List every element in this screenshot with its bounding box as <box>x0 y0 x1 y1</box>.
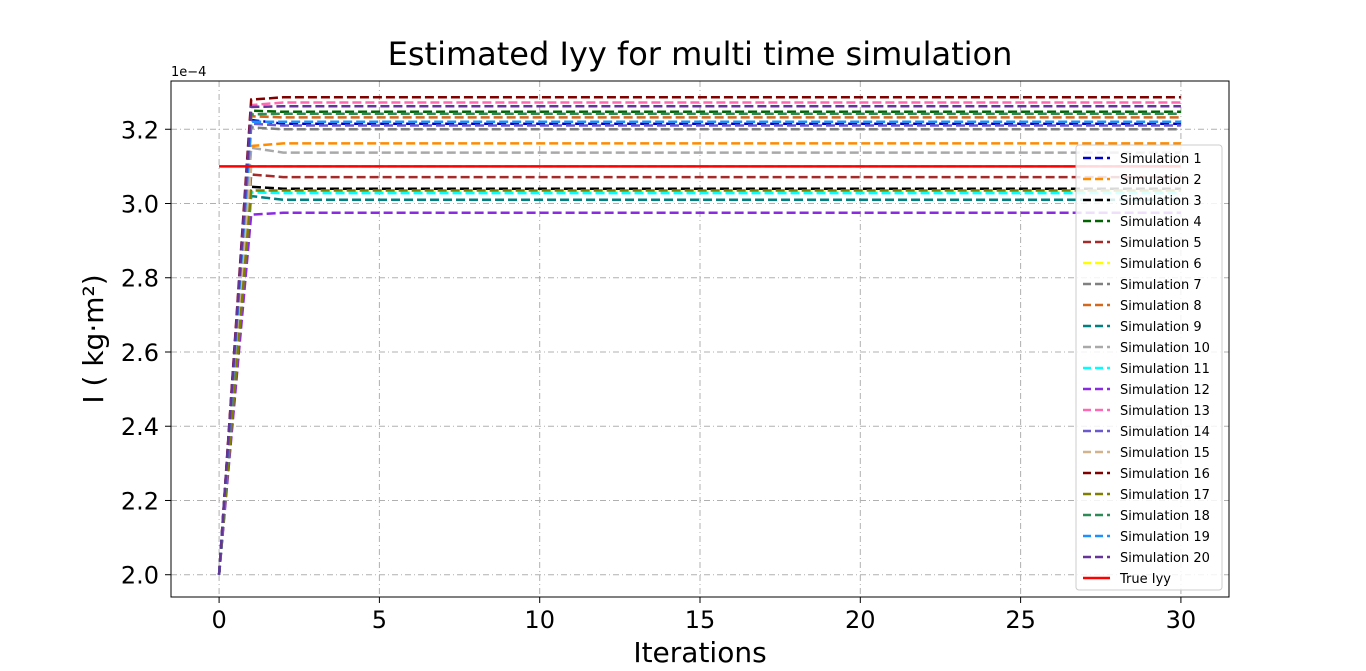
series-layer <box>217 96 1181 575</box>
y-tick-label: 2.0 <box>121 562 159 590</box>
y-tick-label: 2.2 <box>121 487 159 515</box>
legend-label: Simulation 7 <box>1120 278 1202 293</box>
y-axis-label: I ( kg·m²) <box>77 274 110 403</box>
series-line-simulation-14 <box>217 122 1181 575</box>
series-line-simulation-20 <box>217 104 1181 575</box>
legend: Simulation 1 Simulation 2 Simulation 3 Simu… <box>1075 144 1223 591</box>
x-tick-label: 25 <box>1005 606 1036 634</box>
series-line-simulation-10 <box>217 146 1181 575</box>
series-line-simulation-16 <box>217 96 1181 575</box>
series-line-simulation-13 <box>217 101 1181 575</box>
legend-label: Simulation 18 <box>1120 509 1210 524</box>
legend-label: Simulation 14 <box>1120 425 1210 440</box>
legend-label: Simulation 16 <box>1120 467 1210 482</box>
x-axis-label: Iterations <box>633 636 766 669</box>
legend-label: Simulation 19 <box>1120 530 1210 545</box>
series-line-simulation-9 <box>217 194 1181 575</box>
legend-label: Simulation 5 <box>1120 236 1202 251</box>
series-line-simulation-11 <box>217 191 1181 575</box>
series-line-simulation-4 <box>217 109 1181 575</box>
x-tick-label: 15 <box>685 606 716 634</box>
series-line-simulation-17 <box>217 189 1181 575</box>
y-tick-label: 3.0 <box>121 191 159 219</box>
legend-label: Simulation 2 <box>1120 173 1202 188</box>
legend-label: Simulation 20 <box>1120 551 1210 566</box>
x-tick-label: 10 <box>524 606 555 634</box>
legend-label: True Iyy <box>1119 572 1171 587</box>
y-offset-label: 1e−4 <box>171 65 206 80</box>
legend-label: Simulation 6 <box>1120 257 1202 272</box>
series-line-simulation-1 <box>217 118 1181 575</box>
y-tick-label: 2.8 <box>121 265 159 293</box>
x-tick-label: 5 <box>372 606 387 634</box>
series-line-simulation-19 <box>217 120 1181 575</box>
chart-title: Estimated Iyy for multi time simulation <box>388 35 1013 73</box>
x-tick-label: 30 <box>1166 606 1197 634</box>
x-tick-label: 20 <box>845 606 876 634</box>
legend-label: Simulation 11 <box>1120 362 1210 377</box>
legend-label: Simulation 9 <box>1120 320 1202 335</box>
series-line-simulation-7 <box>217 126 1181 575</box>
y-tick-label: 3.2 <box>121 116 159 144</box>
series-line-simulation-5 <box>217 173 1181 575</box>
series-line-simulation-3 <box>217 185 1181 575</box>
tick-layer: 0 5 10 15 20 25 30 2.0 2.2 2.4 2.6 2.8 3.0 3.2 <box>121 116 1196 634</box>
series-line-simulation-18 <box>217 112 1181 575</box>
series-line-simulation-2 <box>217 142 1181 575</box>
y-tick-label: 2.4 <box>121 413 159 441</box>
y-tick-label: 2.6 <box>121 339 159 367</box>
legend-box <box>1075 144 1223 591</box>
x-tick-label: 0 <box>211 606 226 634</box>
legend-label: Simulation 1 <box>1120 152 1202 167</box>
legend-label: Simulation 15 <box>1120 446 1210 461</box>
legend-label: Simulation 12 <box>1120 383 1210 398</box>
series-line-simulation-8 <box>217 115 1181 575</box>
legend-label: Simulation 4 <box>1120 215 1202 230</box>
series-line-simulation-12 <box>217 211 1181 575</box>
legend-label: Simulation 13 <box>1120 404 1210 419</box>
legend-label: Simulation 10 <box>1120 341 1210 356</box>
legend-label: Simulation 17 <box>1120 488 1210 503</box>
legend-label: Simulation 3 <box>1120 194 1202 209</box>
legend-label: Simulation 8 <box>1120 299 1202 314</box>
grid-layer <box>171 81 1229 597</box>
